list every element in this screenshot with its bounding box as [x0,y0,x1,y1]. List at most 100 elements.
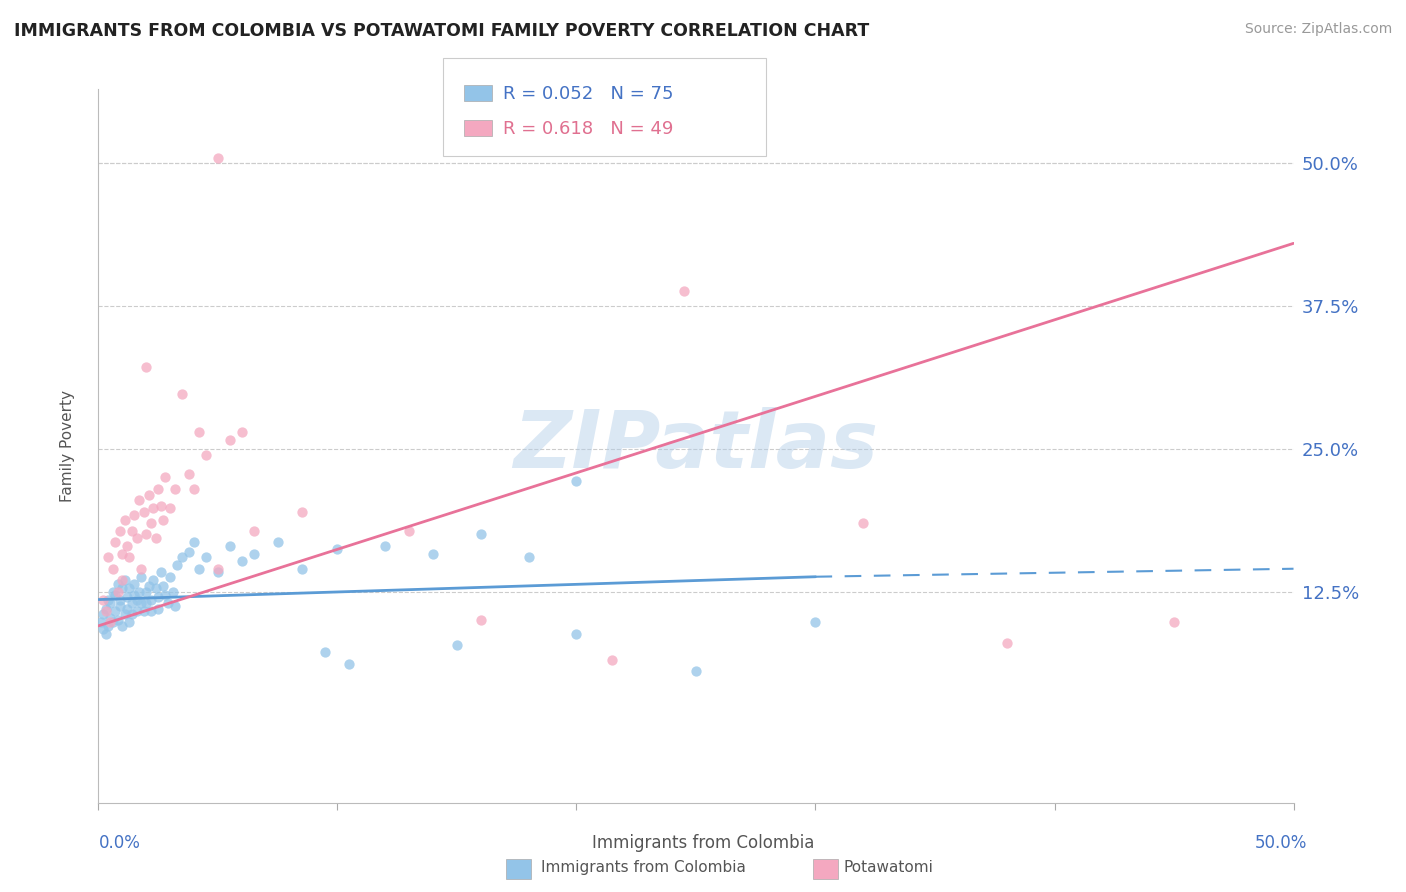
Point [194,550,218,565]
Point [135,527,157,541]
Point [97,619,120,633]
Point [446,638,468,652]
Point [291,505,314,519]
Point [422,547,444,561]
Point [995,636,1018,650]
Point [97,550,120,565]
Point [101,584,124,599]
Point [231,554,253,568]
Point [128,493,150,508]
Point [138,579,160,593]
Text: ZIPatlas: ZIPatlas [513,407,879,485]
Point [339,657,360,671]
Point [135,359,157,374]
Point [139,516,162,530]
Point [172,387,194,401]
Text: Source: ZipAtlas.com: Source: ZipAtlas.com [1244,22,1392,37]
Point [114,573,136,587]
Point [101,615,124,630]
Point [267,535,290,549]
Point [163,599,186,614]
Point [231,425,253,439]
Point [108,599,131,614]
Point [125,531,148,545]
Point [243,524,266,538]
Point [90,615,112,630]
Text: IMMIGRANTS FROM COLOMBIA VS POTAWATOMI FAMILY POVERTY CORRELATION CHART: IMMIGRANTS FROM COLOMBIA VS POTAWATOMI F… [14,22,869,40]
Point [326,542,349,557]
Point [115,539,138,553]
Point [111,573,134,587]
Point [131,570,153,584]
Point [139,592,162,607]
Point [104,604,127,618]
Point [94,604,117,618]
Point [115,591,138,605]
Point [118,581,141,595]
Point [124,508,146,522]
Point [179,544,201,558]
Point [118,615,141,630]
Point [398,524,420,538]
Point [183,535,205,549]
Point [148,601,170,615]
Point [145,581,167,595]
Point [111,581,134,595]
Point [155,470,177,484]
Point [91,622,114,636]
Point [152,513,174,527]
Point [187,425,209,439]
Point [114,513,136,527]
Point [107,576,129,591]
Text: 50.0%: 50.0% [1256,834,1308,852]
Point [470,613,492,627]
Point [187,562,209,576]
Point [162,584,184,599]
Point [125,592,148,607]
Point [142,573,165,587]
Point [804,615,827,630]
Point [135,584,157,599]
Point [315,645,337,659]
Point [155,588,177,602]
Point [132,505,155,519]
Point [166,558,188,573]
Point [108,524,131,538]
Point [565,474,588,488]
Point [124,576,146,591]
Point [111,619,134,633]
Point [121,607,143,622]
Point [132,604,155,618]
Point [94,627,117,641]
Point [135,596,157,610]
Text: R = 0.052   N = 75: R = 0.052 N = 75 [503,85,673,103]
Point [207,562,229,576]
Text: Immigrants from Colombia: Immigrants from Colombia [541,860,747,874]
Point [149,499,172,513]
Point [104,535,127,549]
Point [131,562,153,576]
Point [108,592,131,607]
Point [145,531,167,545]
Point [673,285,696,299]
Point [104,588,127,602]
Point [101,562,124,576]
Text: Immigrants from Colombia: Immigrants from Colombia [592,834,814,852]
Text: 0.0%: 0.0% [98,834,141,852]
Point [111,547,134,561]
Point [128,584,150,599]
Point [114,607,136,622]
Point [374,539,396,553]
Point [91,607,114,622]
Point [156,596,179,610]
Point [115,601,138,615]
Point [97,592,120,607]
Point [94,601,117,615]
Point [148,482,170,496]
Point [163,482,186,496]
Point [118,550,141,565]
Point [565,627,588,641]
Text: R = 0.618   N = 49: R = 0.618 N = 49 [503,120,673,138]
Point [243,547,266,561]
Point [121,596,143,610]
